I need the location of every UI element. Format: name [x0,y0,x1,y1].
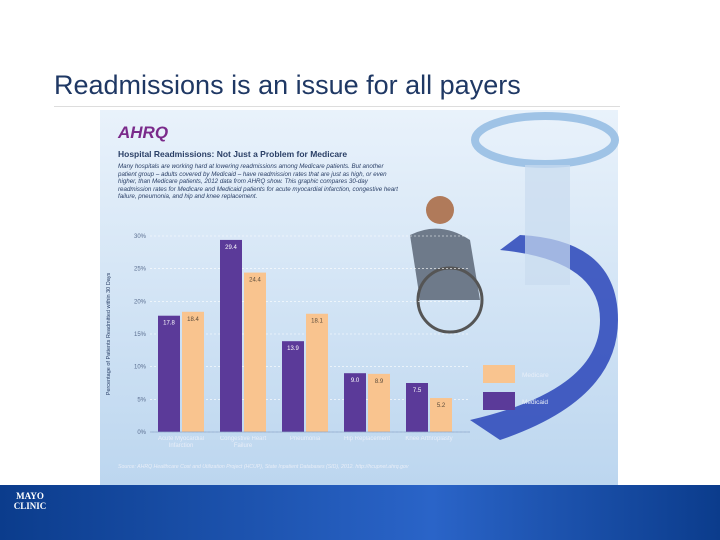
intro-box: Many hospitals are working hard at lower… [118,163,398,201]
x-tick-box: Acute Myocardial Infarction [157,436,205,449]
x-tick-label: Acute Myocardial Infarction [157,436,205,449]
slide-title: Readmissions is an issue for all payers [54,70,521,100]
decor-ring [471,112,619,168]
bar-value-label: 9.0 [351,378,360,384]
x-tick-box: Pneumonia [289,436,321,442]
y-tick-label: 5% [137,397,146,403]
bar [430,398,452,432]
decor-person [410,228,480,300]
legend-label: Medicaid [522,399,548,406]
decor-door [525,165,570,285]
bar-value-label: 24.4 [249,278,261,284]
footer-band: MAYO CLINIC [0,485,720,540]
bar-value-label: 18.4 [187,317,199,323]
decor-wheel [416,266,484,334]
y-tick-label: 0% [137,430,146,436]
bar-value-label: 13.9 [287,346,299,352]
legend-swatch [483,365,515,383]
bar [244,272,266,432]
decor-person [426,196,454,224]
infographic-heading: Hospital Readmissions: Not Just a Proble… [118,149,347,159]
bar-value-label: 17.8 [163,321,175,327]
y-tick-label: 25% [134,267,147,273]
x-tick-box: Congestive Heart Failure [219,436,267,449]
source-note: Source: AHRQ Healthcare Cost and Utiliza… [118,464,409,470]
bar [406,383,428,432]
y-tick-label: 30% [134,234,147,240]
y-tick-label: 15% [134,332,147,338]
x-tick-box: Knee Arthroplasty [405,436,453,442]
bar-value-label: 29.4 [225,245,237,251]
bar-value-label: 7.5 [413,388,422,394]
x-tick-label: Congestive Heart Failure [219,436,267,449]
y-tick-label: 10% [134,365,147,371]
legend-swatch [483,392,515,410]
bar [344,373,366,432]
x-tick-box: Hip Replacement [343,436,391,442]
bar-value-label: 8.9 [375,379,384,385]
x-tick-label: Hip Replacement [343,436,391,442]
legend-label: Medicare [522,372,549,379]
bar-value-label: 5.2 [437,403,446,409]
bar [182,311,204,432]
decor-path [470,235,618,440]
bar [368,373,390,432]
x-tick-label: Pneumonia [289,436,321,442]
ahrq-logo: AHRQ [117,123,168,142]
mayo-logo: MAYO CLINIC [13,491,47,511]
bar-value-label: 18.1 [311,319,323,325]
intro-text: Many hospitals are working hard at lower… [118,163,398,201]
bar [306,313,328,432]
title-rule [54,106,620,107]
bar [282,341,304,432]
x-tick-label: Knee Arthroplasty [405,436,453,442]
y-axis-label: Percentage of Patients Readmitted within… [106,272,112,395]
bar [220,239,242,432]
bar [158,315,180,432]
y-tick-label: 20% [134,299,147,305]
